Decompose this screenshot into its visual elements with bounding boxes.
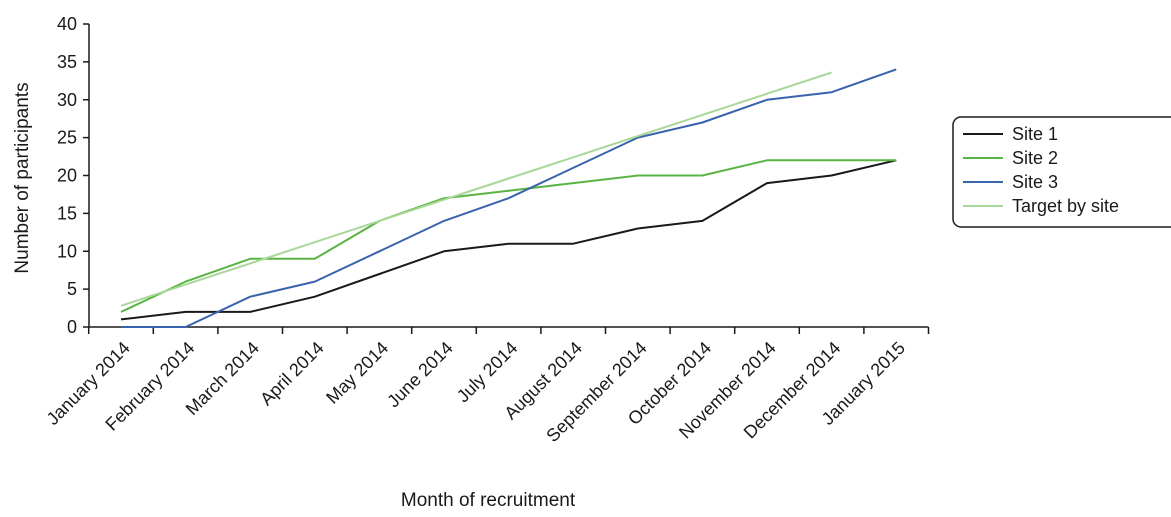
y-tick-label: 35: [57, 52, 77, 72]
legend-label-4: Target by site: [1012, 196, 1119, 216]
x-axis-title: Month of recruitment: [401, 490, 576, 511]
y-axis-title: Number of participants: [12, 82, 33, 273]
series-line-1: [120, 159, 897, 321]
x-tick-label: June 2014: [383, 338, 457, 412]
y-tick-label: 40: [57, 14, 77, 34]
legend-label-3: Site 3: [1012, 172, 1058, 192]
y-tick-label: 30: [57, 90, 77, 110]
x-tick-label: April 2014: [256, 338, 327, 409]
y-tick-label: 0: [67, 317, 77, 337]
y-tick-label: 20: [57, 166, 77, 186]
legend-box: [952, 116, 1171, 228]
legend-label-2: Site 2: [1012, 148, 1058, 168]
series-line-3: [121, 68, 897, 328]
x-tick-label: July 2014: [453, 338, 522, 407]
series-line-2: [120, 159, 897, 313]
y-tick-label: 5: [67, 279, 77, 299]
legend-label-1: Site 1: [1012, 124, 1058, 144]
x-tick-label: May 2014: [322, 338, 392, 408]
y-tick-label: 25: [57, 128, 77, 148]
y-tick-label: 10: [57, 241, 77, 261]
y-tick-label: 15: [57, 203, 77, 223]
series-line-4: [120, 71, 832, 307]
